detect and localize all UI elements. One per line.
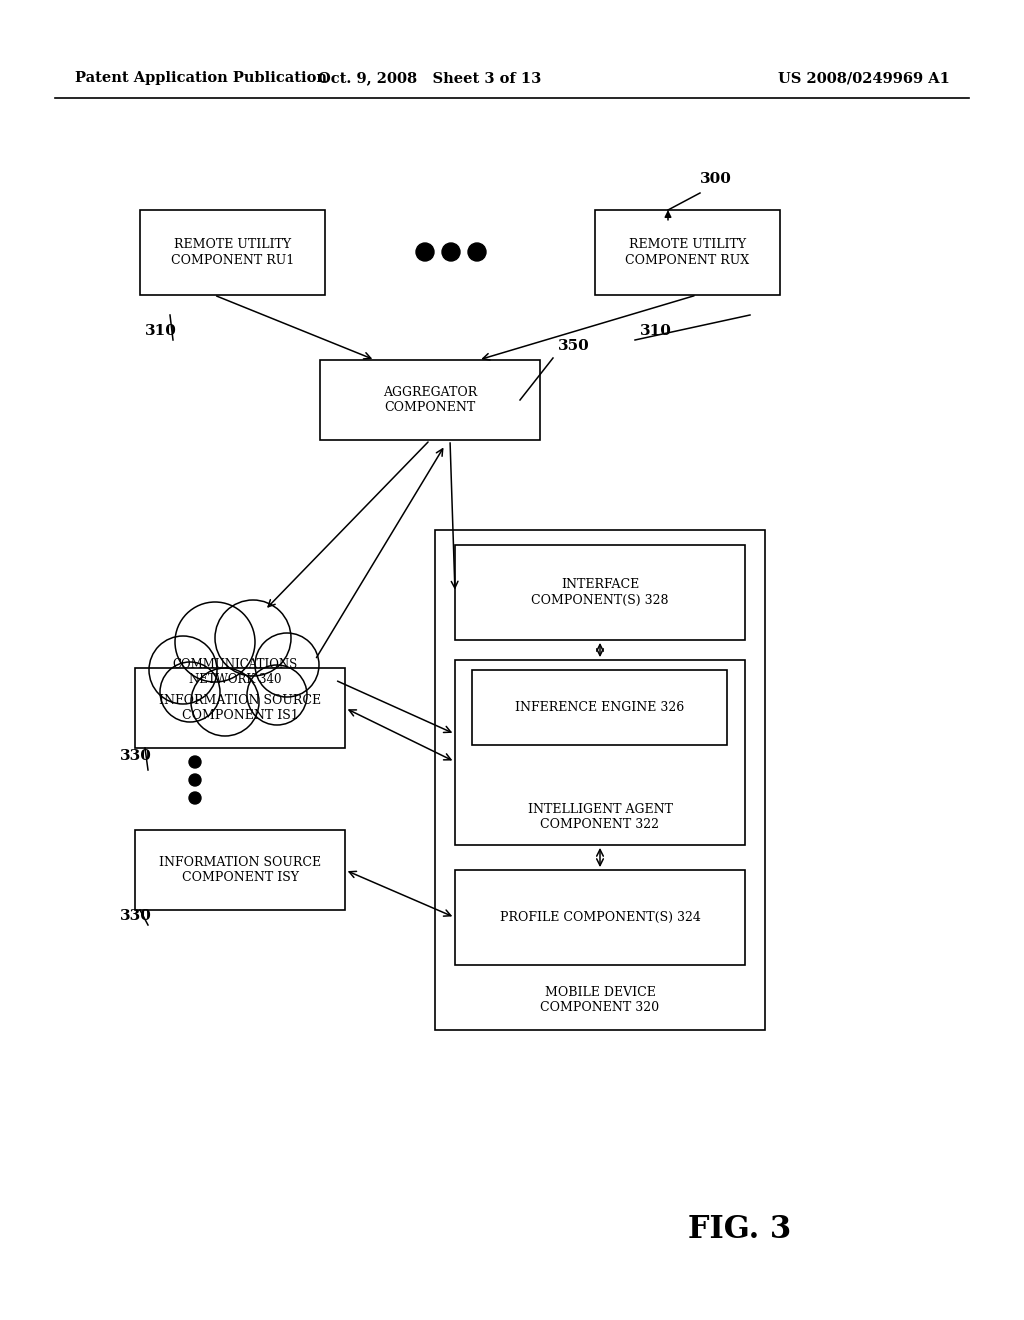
Circle shape bbox=[255, 634, 319, 697]
Text: 330: 330 bbox=[120, 909, 152, 923]
Circle shape bbox=[215, 601, 291, 676]
Circle shape bbox=[160, 663, 220, 722]
FancyBboxPatch shape bbox=[455, 870, 745, 965]
Text: INTELLIGENT AGENT
COMPONENT 322: INTELLIGENT AGENT COMPONENT 322 bbox=[527, 803, 673, 832]
FancyBboxPatch shape bbox=[135, 830, 345, 909]
FancyBboxPatch shape bbox=[595, 210, 780, 294]
Circle shape bbox=[468, 243, 486, 261]
FancyBboxPatch shape bbox=[135, 668, 345, 748]
Text: INFERENCE ENGINE 326: INFERENCE ENGINE 326 bbox=[515, 701, 684, 714]
Circle shape bbox=[207, 642, 263, 698]
Circle shape bbox=[442, 243, 460, 261]
Circle shape bbox=[247, 665, 307, 725]
Circle shape bbox=[191, 668, 259, 737]
Text: AGGREGATOR
COMPONENT: AGGREGATOR COMPONENT bbox=[383, 385, 477, 414]
Text: COMMUNICATIONS
NETWORK 340: COMMUNICATIONS NETWORK 340 bbox=[172, 657, 298, 686]
Circle shape bbox=[189, 774, 201, 785]
Text: INFORMATION SOURCE
COMPONENT IS1: INFORMATION SOURCE COMPONENT IS1 bbox=[159, 694, 322, 722]
Circle shape bbox=[189, 756, 201, 768]
Text: 310: 310 bbox=[640, 323, 672, 338]
Circle shape bbox=[189, 792, 201, 804]
FancyBboxPatch shape bbox=[319, 360, 540, 440]
Text: 330: 330 bbox=[120, 748, 152, 763]
Text: Patent Application Publication: Patent Application Publication bbox=[75, 71, 327, 84]
Text: Oct. 9, 2008   Sheet 3 of 13: Oct. 9, 2008 Sheet 3 of 13 bbox=[318, 71, 542, 84]
FancyBboxPatch shape bbox=[455, 545, 745, 640]
Text: MOBILE DEVICE
COMPONENT 320: MOBILE DEVICE COMPONENT 320 bbox=[541, 986, 659, 1014]
Text: INFORMATION SOURCE
COMPONENT ISY: INFORMATION SOURCE COMPONENT ISY bbox=[159, 855, 322, 884]
FancyBboxPatch shape bbox=[140, 210, 325, 294]
Circle shape bbox=[416, 243, 434, 261]
Text: 310: 310 bbox=[145, 323, 177, 338]
Circle shape bbox=[150, 636, 217, 704]
FancyBboxPatch shape bbox=[472, 671, 727, 744]
Text: 350: 350 bbox=[558, 339, 590, 352]
FancyBboxPatch shape bbox=[435, 531, 765, 1030]
Text: 300: 300 bbox=[700, 172, 732, 186]
Text: INTERFACE
COMPONENT(S) 328: INTERFACE COMPONENT(S) 328 bbox=[531, 578, 669, 606]
Circle shape bbox=[175, 602, 255, 682]
Text: REMOTE UTILITY
COMPONENT RU1: REMOTE UTILITY COMPONENT RU1 bbox=[171, 239, 294, 267]
Text: FIG. 3: FIG. 3 bbox=[688, 1214, 792, 1246]
Text: PROFILE COMPONENT(S) 324: PROFILE COMPONENT(S) 324 bbox=[500, 911, 700, 924]
Text: REMOTE UTILITY
COMPONENT RUX: REMOTE UTILITY COMPONENT RUX bbox=[626, 239, 750, 267]
Text: US 2008/0249969 A1: US 2008/0249969 A1 bbox=[778, 71, 950, 84]
FancyBboxPatch shape bbox=[455, 660, 745, 845]
